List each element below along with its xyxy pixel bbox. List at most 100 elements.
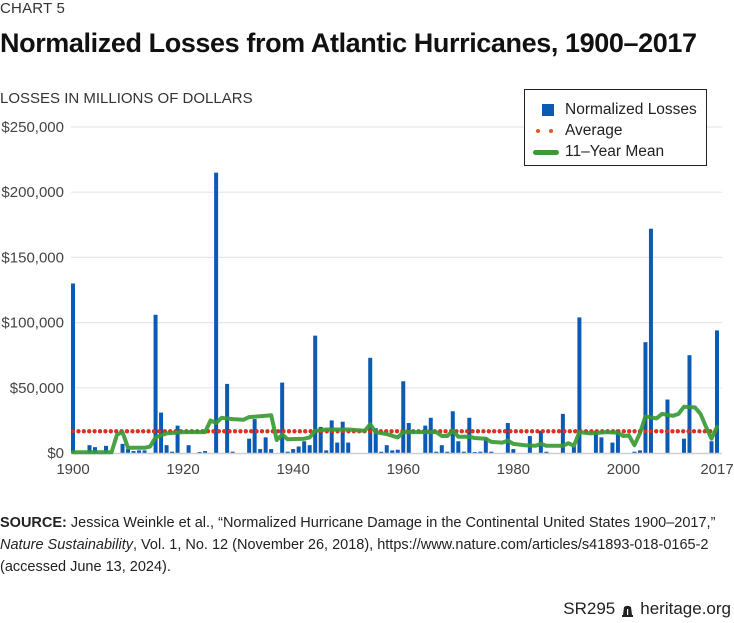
bar (296, 446, 301, 453)
source-text: Jessica Weinkle et al., “Normalized Hurr… (66, 515, 716, 531)
legend-swatch-bar (533, 100, 561, 120)
y-axis-label: LOSSES IN MILLIONS OF DOLLARS (0, 90, 253, 107)
bar (687, 355, 692, 453)
liberty-bell-icon (621, 603, 634, 617)
legend-label: Average (565, 122, 623, 139)
bar (665, 399, 670, 453)
legend-label: 11–Year Mean (565, 143, 665, 160)
source-text: , Vol. 1, No. 12 (November 26, 2018), ht… (133, 537, 709, 553)
bar (197, 452, 202, 453)
mean-line-series (71, 404, 719, 455)
source-label: SOURCE: (0, 515, 67, 531)
bar (423, 425, 428, 453)
bar (610, 442, 615, 453)
y-tick-label: $250,000 (1, 119, 64, 136)
legend-swatch-line (533, 142, 561, 162)
bar (126, 449, 131, 453)
bar (164, 445, 169, 453)
bar (230, 451, 235, 453)
report-code: SR295 (563, 599, 616, 618)
bar (258, 449, 263, 453)
legend-swatch-dotted (533, 121, 561, 141)
bar (643, 342, 648, 453)
x-axis-ticks: 1900 1920 1940 1960 1980 2000 2017 (56, 461, 733, 478)
bar (461, 451, 466, 453)
bar (599, 437, 604, 453)
bar (159, 412, 164, 453)
bar (472, 452, 477, 453)
bar-series-normalized-losses (71, 172, 719, 453)
bar (71, 283, 75, 453)
bar (428, 417, 433, 453)
bar (291, 449, 296, 453)
bar (395, 449, 400, 453)
bar (175, 425, 180, 453)
bar (379, 451, 384, 453)
legend-label: Normalized Losses (565, 101, 697, 118)
bar (340, 421, 345, 453)
bar (368, 357, 373, 453)
y-tick-label: $150,000 (1, 249, 64, 266)
bar (373, 428, 378, 453)
bar (401, 381, 406, 453)
y-tick-label: $100,000 (1, 315, 64, 332)
bar (478, 451, 483, 453)
gridlines (71, 126, 722, 389)
legend-item-average: Average (533, 121, 622, 141)
bar (307, 445, 312, 453)
bar (709, 441, 714, 453)
bar (104, 445, 109, 453)
bar (593, 430, 598, 453)
source-journal: Nature Sustainability (0, 537, 133, 553)
bar (632, 451, 637, 453)
footer: SR295 heritage.org (563, 599, 731, 619)
bar (137, 450, 142, 453)
chart-number-label: CHART 5 (0, 0, 66, 17)
bar (346, 442, 351, 453)
bar (324, 450, 329, 453)
bar (505, 423, 510, 453)
bar (571, 446, 576, 453)
bar (406, 423, 411, 453)
bar (483, 437, 488, 453)
bar (186, 445, 191, 453)
bar (329, 420, 334, 453)
bar (247, 438, 252, 453)
x-tick-label: 2000 (607, 461, 640, 478)
bar (511, 449, 516, 453)
legend-item-11-year-mean: 11–Year Mean (533, 142, 664, 162)
bar (489, 451, 494, 453)
legend-item-normalized-losses: Normalized Losses (533, 100, 697, 120)
bar (280, 382, 285, 453)
bar (439, 445, 444, 453)
y-tick-label: $0 (47, 445, 64, 462)
bar (544, 451, 549, 453)
source-note: SOURCE: Jessica Weinkle et al., “Normali… (0, 512, 734, 578)
bar (170, 451, 175, 453)
x-tick-label: 2017 (700, 461, 733, 478)
x-tick-label: 1900 (56, 461, 89, 478)
bar (681, 438, 686, 453)
x-tick-label: 1940 (276, 461, 309, 478)
site-link[interactable]: heritage.org (640, 599, 731, 618)
mean-line (71, 404, 719, 455)
bar (384, 445, 389, 453)
bar (456, 441, 461, 453)
bar (637, 450, 642, 453)
bar (269, 449, 274, 453)
bar (214, 172, 219, 453)
bar (560, 413, 565, 453)
bar (577, 317, 582, 453)
chart-plot: $0 $50,000 $100,000 $150,000 $200,000 $250,00… (1, 119, 733, 478)
bar (153, 314, 158, 453)
x-tick-label: 1960 (387, 461, 420, 478)
bar (318, 426, 323, 453)
bar (131, 451, 136, 453)
bar (285, 451, 290, 453)
bar (335, 442, 340, 453)
source-text: (accessed June 13, 2024). (0, 559, 171, 575)
bar (87, 445, 92, 453)
x-tick-label: 1980 (497, 461, 530, 478)
bar (434, 451, 439, 453)
bar (390, 450, 395, 453)
